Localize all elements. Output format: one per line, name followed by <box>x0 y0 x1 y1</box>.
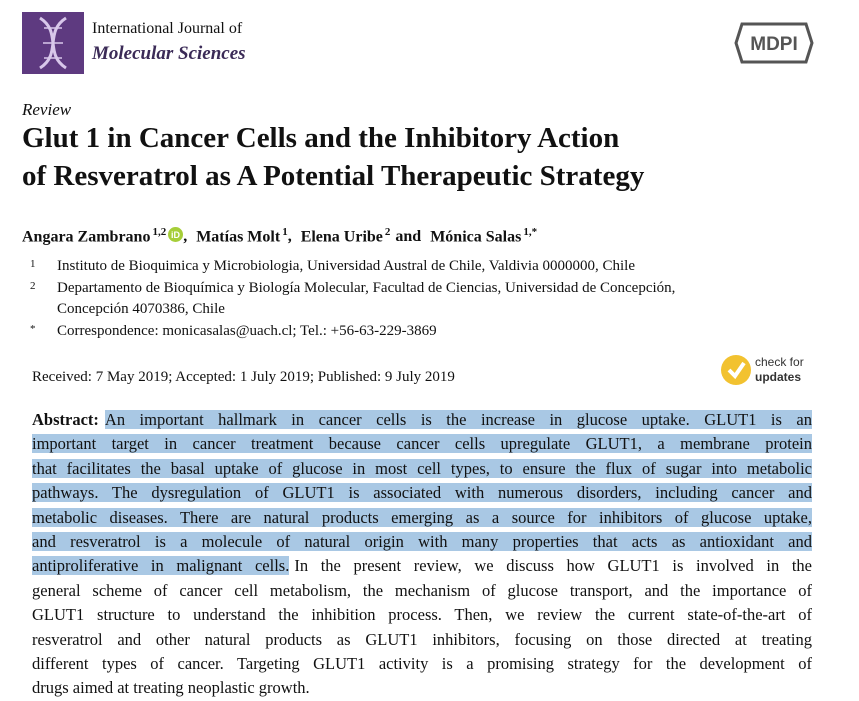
abstract-text: GLUT1 structure to understand the inhibi… <box>32 605 812 625</box>
highlighted-text: and resveratrol is a molecule of natural… <box>32 531 812 551</box>
separator: and <box>395 228 422 246</box>
highlighted-text: metabolic diseases. There are natural pr… <box>32 507 812 527</box>
title: Glut 1 in Cancer Cells and the Inhibitor… <box>22 122 620 154</box>
affil-ref: 2 <box>384 226 391 238</box>
affiliation: 1 Instituto de Bioquimica y Microbiologia… <box>30 258 635 275</box>
abstract-line: general scheme of cancer cell metabolism… <box>32 579 812 603</box>
journal-logo <box>22 12 84 74</box>
dates: Received: 7 May 2019; Accepted: 1 July 2… <box>32 369 455 385</box>
check-label: updates <box>755 370 801 384</box>
journal-name: International Journal of <box>92 20 243 37</box>
abstract-text: In the present review, we discuss how GL… <box>294 556 812 576</box>
author: Elena Uribe <box>300 228 383 246</box>
affil-ref: 1,* <box>523 226 538 238</box>
affil-text: Departamento de Bioquímica y Biología Mo… <box>57 280 676 296</box>
authors: Angara Zambrano 1,2 iD, Matías Molt 1, Elen… <box>22 226 537 246</box>
svg-text:iD: iD <box>171 230 181 240</box>
journal-name: Molecular Sciences <box>92 43 246 64</box>
abstract: Abstract: An important hallmark in cancer… <box>32 408 812 701</box>
abstract-line: metabolic diseases. There are natural pr… <box>32 506 812 530</box>
abstract-line: drugs aimed at treating neoplastic growt… <box>32 676 812 700</box>
abstract-line: antiproliferative in malignant cells. In … <box>32 554 812 578</box>
affil-marker: 1 <box>30 258 36 270</box>
affil-text: Concepción 4070386, Chile <box>57 301 225 317</box>
highlighted-text: that facilitates the basal uptake of glu… <box>32 458 812 478</box>
abstract-line: Abstract: An important hallmark in cancer… <box>32 408 812 432</box>
abstract-text: drugs aimed at treating neoplastic growt… <box>32 678 310 698</box>
abstract-text: resveratrol and other natural products a… <box>32 629 812 649</box>
affil-text: Correspondence: monicasalas@uach.cl; Tel… <box>57 323 437 339</box>
abstract-line: resveratrol and other natural products a… <box>32 628 812 652</box>
check-updates[interactable]: check for updates <box>720 353 815 387</box>
author: Matías Molt <box>196 228 281 246</box>
separator: , <box>183 228 188 246</box>
affiliation: 2 Departamento de Bioquímica y Biología M… <box>30 280 675 297</box>
abstract-line: pathways. The dysregulation of GLUT1 is … <box>32 481 812 505</box>
title: of Resveratrol as A Potential Therapeuti… <box>22 160 645 192</box>
orcid-icon[interactable]: iD <box>168 227 184 243</box>
affil-ref: 1 <box>282 226 288 238</box>
abstract-text: general scheme of cancer cell metabolism… <box>32 580 812 600</box>
affil-marker: 2 <box>30 280 36 292</box>
affil-text: Instituto de Bioquimica y Microbiologia,… <box>57 258 635 274</box>
abstract-text: different types of cancer. Targeting GLU… <box>32 653 812 673</box>
highlighted-text: important target in cancer treatment bec… <box>32 434 812 454</box>
abstract-line: GLUT1 structure to understand the inhibi… <box>32 603 812 627</box>
separator: , <box>287 228 292 246</box>
abstract-line: and resveratrol is a molecule of natural… <box>32 530 812 554</box>
highlighted-text: An important hallmark in cancer cells is… <box>104 410 812 429</box>
abstract-line: different types of cancer. Targeting GLU… <box>32 652 812 676</box>
author: Mónica Salas <box>430 228 522 246</box>
check-label: check for <box>755 355 804 369</box>
abstract-label: Abstract: <box>32 410 99 429</box>
author: Angara Zambrano <box>22 228 151 246</box>
affil-marker: * <box>30 323 36 335</box>
publisher: MDPI <box>750 34 798 55</box>
highlighted-text: antiproliferative in malignant cells. <box>32 556 290 576</box>
affil-ref: 1,2 <box>152 226 167 238</box>
highlighted-text: pathways. The dysregulation of GLUT1 is … <box>32 483 812 503</box>
publisher-logo: MDPI <box>734 22 814 64</box>
article-type: Review <box>22 100 72 119</box>
abstract-line: that facilitates the basal uptake of glu… <box>32 457 812 481</box>
abstract-line: important target in cancer treatment bec… <box>32 432 812 456</box>
affiliation: * Correspondence: monicasalas@uach.cl; Te… <box>30 323 437 340</box>
